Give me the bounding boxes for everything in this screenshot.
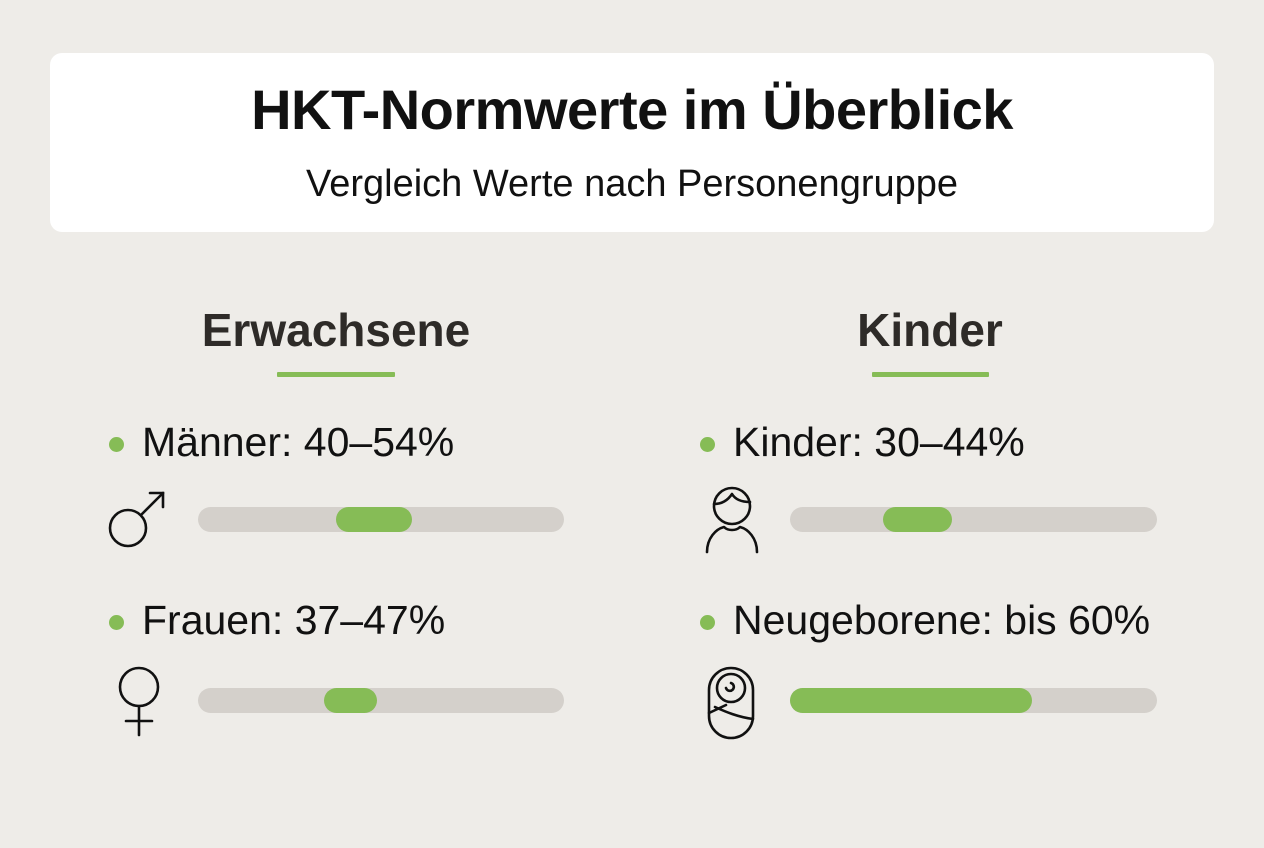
female-symbol-icon (114, 665, 164, 737)
page-title: HKT-Normwerte im Überblick (251, 78, 1013, 141)
section-underline-erwachsene (277, 372, 395, 377)
item-label-maenner: Männer: 40–54% (142, 419, 455, 465)
item-label-frauen: Frauen: 37–47% (142, 597, 446, 643)
section-title-erwachsene: Erwachsene (201, 304, 471, 356)
male-symbol-icon (106, 488, 170, 550)
page-subtitle: Vergleich Werte nach Personengruppe (305, 163, 959, 205)
bullet-dot (109, 437, 124, 452)
bullet-dot (700, 437, 715, 452)
header-card (50, 53, 1214, 232)
range-track-frauen (198, 688, 564, 713)
bullet-dot (700, 615, 715, 630)
range-fill-neugeborene (790, 688, 1032, 713)
range-fill-kinder (883, 507, 952, 532)
section-title-kinder: Kinder (857, 304, 1003, 356)
range-track-neugeborene (790, 688, 1157, 713)
range-track-kinder (790, 507, 1157, 532)
range-fill-frauen (324, 688, 377, 713)
section-underline-kinder (872, 372, 989, 377)
item-label-kinder: Kinder: 30–44% (733, 419, 1025, 465)
child-icon (700, 484, 764, 556)
item-label-neugeborene: Neugeborene: bis 60% (733, 597, 1151, 643)
newborn-icon (706, 665, 756, 741)
range-fill-maenner (336, 507, 412, 532)
bullet-dot (109, 615, 124, 630)
range-track-maenner (198, 507, 564, 532)
